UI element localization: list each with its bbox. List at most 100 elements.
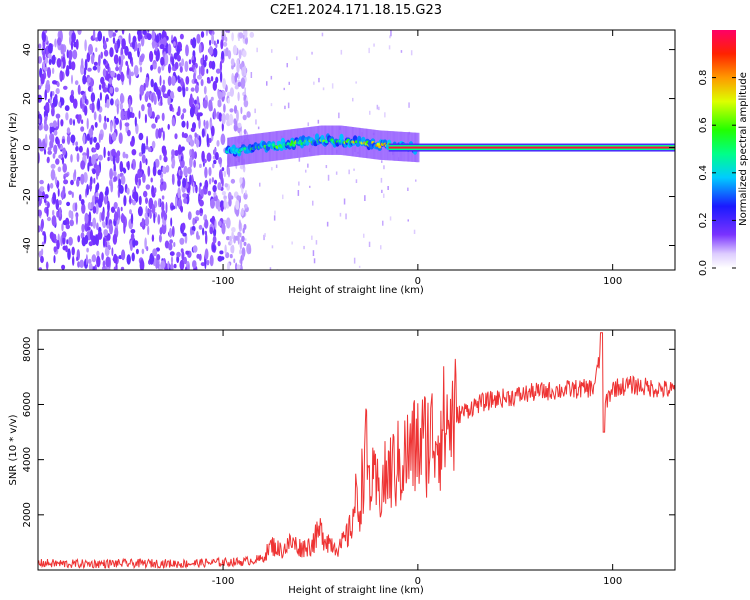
heatmap-cell: [146, 135, 149, 147]
heatmap-cell: [243, 30, 248, 39]
heatmap-cell: [390, 30, 392, 37]
heatmap-cell: [181, 120, 186, 128]
heatmap-cell: [68, 210, 72, 218]
colorbar-tick-label: 0.0: [698, 260, 709, 276]
heatmap-cell: [113, 54, 119, 65]
heatmap-cell: [61, 138, 65, 144]
heatmap-cell: [408, 102, 410, 108]
heatmap-cell: [68, 59, 72, 67]
heatmap-cell: [49, 96, 52, 106]
heatmap-cell: [102, 236, 106, 248]
heatmap-cell: [80, 58, 84, 69]
heatmap-cell: [90, 86, 93, 93]
spectrogram-frame: [37, 29, 676, 271]
heatmap-cell: [127, 51, 132, 60]
heatmap-cell: [61, 190, 64, 200]
heatmap-cell: [217, 240, 221, 247]
heatmap-cell: [339, 212, 342, 217]
heatmap-cell: [110, 122, 113, 133]
heatmap-cell: [227, 97, 230, 104]
heatmap-cell: [190, 87, 195, 92]
heatmap-cell: [212, 185, 217, 193]
heatmap-cell: [101, 211, 105, 222]
heatmap-cell: [111, 247, 114, 257]
heatmap-cell: [236, 62, 240, 73]
heatmap-cell: [110, 206, 116, 213]
heatmap-cell: [78, 194, 82, 202]
figure-title: C2E1.2024.171.18.15.G23: [270, 3, 442, 18]
heatmap-cell: [93, 177, 96, 184]
heatmap-cell: [381, 160, 383, 163]
heatmap-cell: [126, 187, 130, 195]
heatmap-cell: [139, 66, 143, 73]
heatmap-cell: [58, 154, 63, 159]
spectrogram-y-ticks: -40 -20 0 20 40: [22, 43, 675, 254]
heatmap-cell: [243, 73, 245, 76]
heatmap-cell: [240, 77, 246, 89]
heatmap-cell: [170, 91, 174, 99]
heatmap-cell: [234, 84, 239, 90]
heatmap-cell: [58, 143, 61, 149]
heatmap-cell: [259, 182, 261, 187]
heatmap-cell: [271, 49, 273, 53]
heatmap-cell: [65, 224, 71, 230]
heatmap-cell: [177, 187, 181, 199]
y-tick-label: -20: [22, 188, 33, 204]
heatmap-cell: [170, 56, 173, 63]
colorbar-tick-label: 0.4: [698, 165, 709, 181]
heatmap-cell: [62, 147, 66, 156]
heatmap-cell: [40, 255, 44, 264]
heatmap-cell: [86, 52, 91, 63]
heatmap-cell: [77, 30, 82, 35]
heatmap-cell: [223, 103, 226, 113]
heatmap-cell: [119, 102, 124, 110]
heatmap-cell: [103, 49, 109, 57]
heatmap-cell: [150, 78, 154, 88]
heatmap-cell: [129, 195, 132, 205]
heatmap-cell: [205, 120, 209, 130]
heatmap-cell: [75, 146, 79, 152]
heatmap-cell: [107, 200, 110, 213]
heatmap-cell: [181, 251, 185, 261]
snr-y-ticks: 2000 4000 6000 8000: [22, 337, 675, 528]
heatmap-cell: [193, 72, 196, 81]
heatmap-cell: [38, 43, 42, 49]
heatmap-cell: [69, 219, 74, 227]
heatmap-cell: [86, 226, 91, 231]
heatmap-cell: [46, 80, 50, 85]
heatmap-cell: [338, 112, 340, 119]
heatmap-cell: [51, 106, 55, 117]
heatmap-cell: [311, 51, 313, 55]
heatmap-cell: [174, 150, 180, 156]
heatmap-cell: [147, 30, 150, 33]
heatmap-cell: [189, 149, 192, 157]
heatmap-cell: [240, 106, 243, 115]
heatmap-cell: [199, 199, 204, 207]
heatmap-cell: [284, 105, 286, 110]
heatmap-cell: [104, 246, 110, 257]
heatmap-cell: [53, 255, 56, 264]
heatmap-cell: [161, 201, 165, 213]
heatmap-cell: [128, 32, 131, 45]
heatmap-cell: [113, 175, 118, 182]
heatmap-cell: [49, 182, 54, 189]
heatmap-cell: [194, 132, 197, 138]
heatmap-cell: [76, 178, 80, 187]
heatmap-cell: [88, 211, 92, 224]
heatmap-cell: [400, 50, 403, 53]
heatmap-cell: [181, 146, 185, 151]
heatmap-cell: [132, 191, 137, 200]
heatmap-cell: [185, 250, 190, 255]
heatmap-cell: [47, 53, 52, 59]
heatmap-cell: [103, 146, 106, 158]
heatmap-cell: [324, 140, 329, 144]
heatmap-cell: [38, 124, 43, 131]
heatmap-cell: [235, 199, 240, 210]
heatmap-cell: [185, 44, 189, 57]
heatmap-cell: [211, 60, 216, 70]
y-tick-label: 2000: [22, 502, 33, 527]
heatmap-cell: [107, 156, 110, 162]
heatmap-cell: [66, 201, 71, 207]
heatmap-cell: [187, 264, 190, 270]
heatmap-cell: [307, 122, 309, 127]
